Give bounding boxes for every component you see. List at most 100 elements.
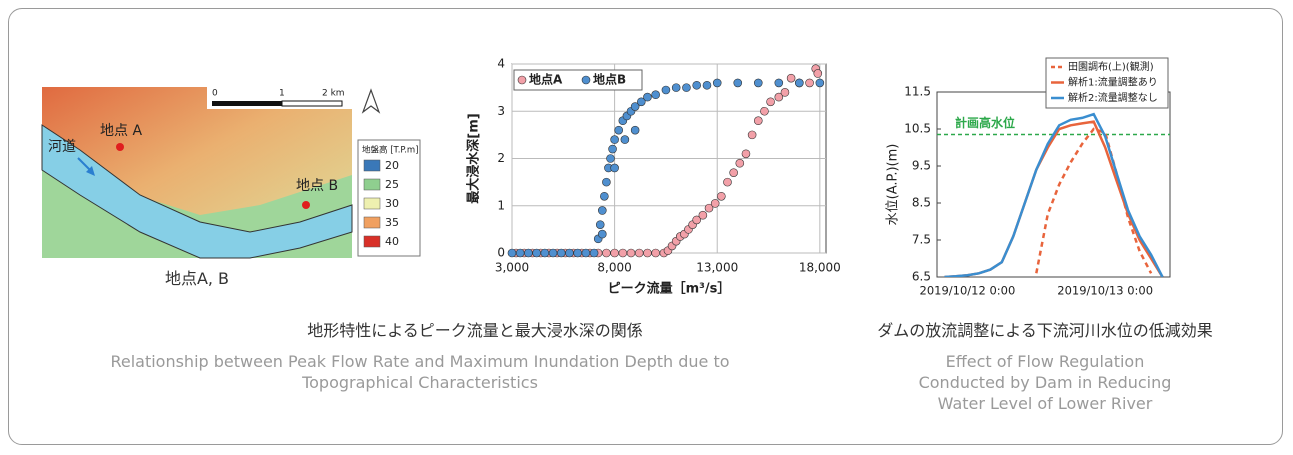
caption-en: Effect of Flow Regulation Conducted by D… (905, 351, 1185, 414)
data-point (672, 84, 680, 92)
data-point (607, 155, 615, 163)
x-tick-label: 2019/10/13 0:00 (1057, 284, 1153, 298)
y-tick-label: 6.5 (912, 270, 931, 284)
map-point (302, 201, 310, 209)
data-point (742, 150, 750, 158)
data-point (643, 249, 651, 257)
data-point (596, 221, 604, 229)
caption: ダムの放流調整による下流河川水位の低減効果 (860, 320, 1230, 341)
data-point (693, 81, 701, 89)
data-point (619, 249, 627, 257)
data-point (541, 249, 549, 257)
data-point (549, 249, 557, 257)
legend-label: 地点B (593, 72, 626, 87)
y-tick-label: 7.5 (912, 233, 931, 247)
data-point (730, 169, 738, 177)
data-point (611, 249, 619, 257)
data-point (598, 230, 606, 238)
y-tick-label: 8.5 (912, 196, 931, 210)
data-point (736, 159, 744, 167)
map: 0 1 2 km 地点 A 地点 B 河道 地盤高 [T.P.m] 202530… (42, 87, 420, 258)
north-arrow (363, 90, 379, 112)
x-tick-label: 18,000 (799, 261, 841, 275)
data-point (787, 74, 795, 82)
data-point (816, 79, 824, 87)
map-legend-label: 20 (385, 159, 399, 172)
data-point (748, 131, 756, 139)
legend-label: 解析2:流量調整なし (1068, 91, 1158, 104)
y-tick-label: 9.5 (912, 159, 931, 173)
data-point (602, 249, 610, 257)
data-point (524, 249, 532, 257)
map-legend-swatch (364, 217, 380, 228)
y-axis-title: 最大浸水深[m] (466, 113, 482, 203)
caption: 地形特性によるピーク流量と最大浸水深の関係 (170, 320, 780, 341)
y-tick-label: 0 (497, 246, 505, 260)
data-point (814, 69, 822, 77)
caption: 地点A, B (97, 268, 297, 289)
data-point (533, 249, 541, 257)
map-legend-swatch (364, 179, 380, 190)
data-point (627, 249, 635, 257)
data-point (754, 117, 762, 125)
data-point (699, 211, 707, 219)
data-point (508, 249, 516, 257)
y-tick-label: 1 (497, 198, 505, 212)
map-legend-label: 35 (385, 216, 399, 229)
data-point (754, 79, 762, 87)
data-point (615, 126, 623, 134)
map-legend-label: 25 (385, 178, 399, 191)
scale-bar (212, 101, 282, 106)
scale-label: 2 km (322, 89, 345, 99)
data-point (652, 91, 660, 99)
data-point (795, 79, 803, 87)
data-point (760, 107, 768, 115)
data-point (590, 249, 598, 257)
y-axis-title: 水位(A.P.)(m) (886, 144, 901, 226)
data-point (600, 192, 608, 200)
data-point (652, 249, 660, 257)
map-legend-title: 地盤高 [T.P.m] (362, 145, 419, 156)
data-point (643, 93, 651, 101)
scale-bar (282, 101, 342, 106)
point-label: 地点 B (296, 178, 338, 194)
data-point (717, 192, 725, 200)
data-point (611, 164, 619, 172)
x-tick-label: 2019/10/12 0:00 (920, 284, 1016, 298)
y-tick-label: 11.5 (904, 85, 931, 99)
caption-en: Relationship between Peak Flow Rate and … (60, 351, 780, 393)
map-legend-swatch (364, 236, 380, 247)
data-point (565, 249, 573, 257)
data-point (598, 206, 606, 214)
x-tick-label: 8,000 (597, 261, 631, 275)
data-point (516, 249, 524, 257)
data-point (711, 199, 719, 207)
scale-label: 1 (279, 89, 285, 99)
map-legend-swatch (364, 198, 380, 209)
legend-label: 地点A (529, 72, 563, 87)
data-point (621, 136, 629, 144)
legend-marker (582, 76, 590, 84)
data-point (662, 86, 670, 94)
y-tick-label: 3 (497, 104, 505, 118)
data-point (574, 249, 582, 257)
y-tick-label: 10.5 (904, 122, 931, 136)
data-point (775, 79, 783, 87)
map-legend-label: 30 (385, 197, 399, 210)
scale-label: 0 (212, 89, 218, 99)
x-axis-title: ピーク流量［m³/s］ (608, 281, 731, 297)
data-point (582, 249, 590, 257)
x-tick-label: 13,000 (696, 261, 738, 275)
data-point (767, 98, 775, 106)
data-point (734, 79, 742, 87)
reference-label: 計画高水位 (955, 115, 1015, 130)
page: 0 1 2 km 地点 A 地点 B 河道 地盤高 [T.P.m] 202530… (0, 0, 1293, 455)
data-point (806, 79, 814, 87)
data-point (723, 178, 731, 186)
data-point (703, 81, 711, 89)
map-legend-swatch (364, 160, 380, 171)
legend-marker (518, 76, 526, 84)
map-point (116, 143, 124, 151)
data-point (609, 145, 617, 153)
data-point (631, 126, 639, 134)
